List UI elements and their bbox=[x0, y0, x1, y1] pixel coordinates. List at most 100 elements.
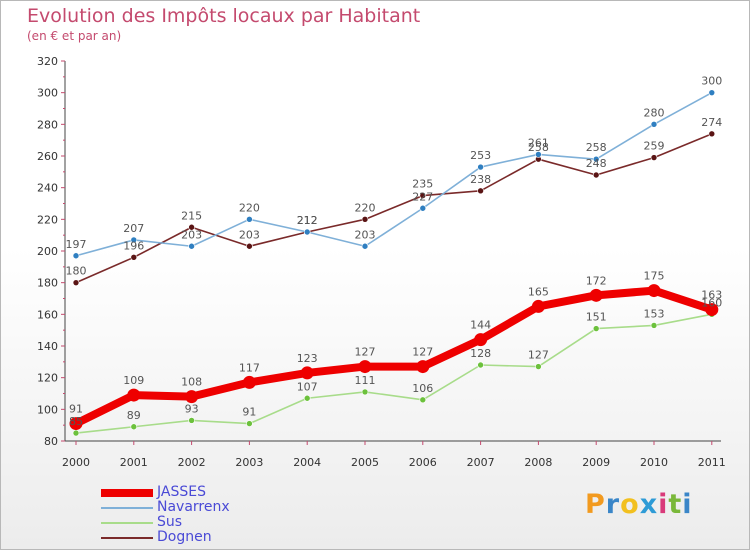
data-point bbox=[246, 420, 253, 427]
chart-subtitle: (en € et par an) bbox=[27, 29, 122, 43]
x-tick-label: 2002 bbox=[178, 456, 206, 469]
series-lines bbox=[72, 91, 716, 434]
data-label: 258 bbox=[586, 141, 607, 154]
data-label: 207 bbox=[123, 222, 144, 235]
legend-label: JASSES bbox=[157, 484, 206, 500]
data-label: 93 bbox=[185, 402, 199, 415]
data-point bbox=[130, 423, 138, 431]
y-tick-label: 280 bbox=[37, 118, 58, 131]
x-tick-label: 2010 bbox=[640, 456, 668, 469]
data-point bbox=[477, 163, 484, 171]
data-label: 107 bbox=[297, 380, 318, 393]
series-points bbox=[69, 89, 719, 437]
data-label: 203 bbox=[181, 228, 202, 241]
data-point bbox=[130, 254, 138, 261]
data-label: 172 bbox=[586, 274, 607, 287]
data-label: 163 bbox=[701, 289, 722, 302]
legend-swatch bbox=[101, 536, 153, 539]
data-point bbox=[185, 390, 199, 404]
y-tick-label: 180 bbox=[37, 277, 58, 290]
data-label: 144 bbox=[470, 319, 491, 332]
data-label: 165 bbox=[528, 285, 549, 298]
series-line-navarrenx bbox=[75, 91, 713, 257]
data-point bbox=[535, 363, 542, 370]
data-label: 127 bbox=[528, 349, 549, 362]
data-point bbox=[650, 154, 658, 161]
data-point bbox=[592, 325, 600, 332]
series-labels: 180 196 215 203 212 220 235 238 258 248 259 274 197 2… bbox=[66, 75, 723, 428]
data-label: 111 bbox=[355, 374, 376, 387]
data-label: 280 bbox=[644, 106, 665, 119]
data-label: 259 bbox=[644, 140, 665, 153]
data-label: 220 bbox=[355, 201, 376, 214]
logo-letter: i bbox=[682, 489, 693, 520]
data-label: 108 bbox=[181, 376, 202, 389]
data-point bbox=[69, 417, 83, 431]
data-point bbox=[535, 151, 542, 158]
data-point bbox=[474, 333, 488, 347]
data-label: 212 bbox=[297, 214, 318, 227]
data-label: 238 bbox=[470, 173, 491, 186]
series-line-jasses bbox=[72, 286, 716, 428]
data-label: 203 bbox=[355, 228, 376, 241]
data-label: 117 bbox=[239, 361, 260, 374]
data-label: 109 bbox=[123, 374, 144, 387]
data-point bbox=[72, 252, 80, 260]
data-point bbox=[361, 388, 369, 396]
data-point bbox=[419, 192, 427, 199]
logo-letter: o bbox=[620, 489, 640, 520]
data-point bbox=[419, 204, 427, 212]
axes: 80 100 120 140 160 180 200 220 240 260 280 300 320 20… bbox=[37, 55, 726, 469]
data-point bbox=[650, 121, 658, 128]
data-point bbox=[592, 171, 600, 179]
data-point bbox=[72, 429, 80, 437]
data-point bbox=[72, 279, 80, 286]
y-tick-label: 80 bbox=[44, 435, 58, 448]
data-label: 128 bbox=[470, 347, 491, 360]
data-point bbox=[650, 322, 658, 329]
data-label: 212 bbox=[297, 214, 318, 227]
x-tick-label: 2007 bbox=[467, 456, 495, 469]
legend-item-sus: Sus bbox=[101, 515, 182, 530]
chart-title: Evolution des Impôts locaux par Habitant bbox=[27, 5, 421, 27]
data-label: 258 bbox=[528, 141, 549, 154]
x-tick-label: 2006 bbox=[409, 456, 437, 469]
x-tick-label: 2011 bbox=[698, 456, 726, 469]
x-tick-label: 2000 bbox=[62, 456, 90, 469]
y-tick-label: 260 bbox=[37, 150, 58, 163]
data-label: 274 bbox=[701, 116, 722, 129]
series-line-sus bbox=[75, 313, 713, 434]
data-point bbox=[416, 360, 430, 374]
data-point bbox=[708, 89, 716, 96]
legend-label: Sus bbox=[157, 514, 183, 530]
y-tick-label: 240 bbox=[37, 182, 58, 195]
data-label: 253 bbox=[470, 149, 491, 162]
legend-swatch bbox=[101, 506, 153, 509]
logo-letter: r bbox=[605, 489, 621, 520]
y-tick-label: 120 bbox=[37, 372, 58, 385]
data-label: 196 bbox=[123, 239, 144, 252]
data-point bbox=[361, 242, 369, 250]
data-label: 261 bbox=[528, 136, 549, 149]
data-point bbox=[188, 223, 195, 231]
data-label: 160 bbox=[701, 296, 722, 309]
data-label: 106 bbox=[412, 382, 433, 395]
legend-swatch bbox=[101, 521, 153, 524]
x-tick-label: 2004 bbox=[293, 456, 321, 469]
y-tick-label: 320 bbox=[37, 55, 58, 68]
legend-label: Navarrenx bbox=[157, 499, 230, 515]
data-point bbox=[531, 299, 545, 313]
logo-letter: i bbox=[658, 489, 669, 520]
y-tick-label: 300 bbox=[37, 87, 58, 100]
data-label: 91 bbox=[242, 406, 256, 419]
data-label: 175 bbox=[644, 270, 665, 283]
data-point bbox=[358, 360, 372, 374]
logo-letter: P bbox=[585, 489, 606, 520]
data-point bbox=[592, 155, 600, 163]
data-point bbox=[246, 216, 253, 223]
x-tick-label: 2005 bbox=[351, 456, 379, 469]
x-tick-label: 2001 bbox=[120, 456, 148, 469]
y-tick-label: 200 bbox=[37, 245, 58, 258]
